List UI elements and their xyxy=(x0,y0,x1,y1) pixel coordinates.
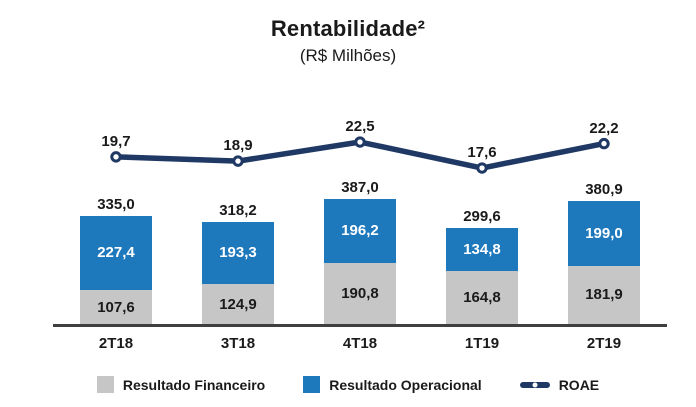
financeiro-value-label: 107,6 xyxy=(97,298,135,316)
roae-point-2T19[interactable] xyxy=(598,137,610,150)
bar-operacional-3T18[interactable]: 193,3 xyxy=(202,221,274,285)
roae-line-icon xyxy=(519,381,550,388)
total-label-3T18: 318,2 xyxy=(219,201,257,219)
operacional-value-label: 134,8 xyxy=(463,240,501,258)
x-label-2T18: 2T18 xyxy=(98,335,134,352)
total-label-1T19: 299,6 xyxy=(463,207,501,225)
legend-item-roae: ROAE xyxy=(519,376,600,393)
chart-subtitle: (R$ Milhões) xyxy=(299,46,397,65)
financeiro-value-label: 124,9 xyxy=(219,295,257,313)
financeiro-value-label: 190,8 xyxy=(341,284,379,302)
bar-financeiro-3T18[interactable]: 124,9 xyxy=(202,284,274,325)
legend-item-resultado-financeiro: Resultado Financeiro xyxy=(96,376,266,393)
x-label-3T18: 3T18 xyxy=(220,335,256,352)
legend-item-resultado-operacional: Resultado Operacional xyxy=(303,376,482,393)
bar-operacional-2T19[interactable]: 199,0 xyxy=(568,201,640,266)
roae-point-2T18[interactable] xyxy=(110,151,122,163)
x-axis-line xyxy=(53,324,667,327)
bar-financeiro-2T18[interactable]: 107,6 xyxy=(80,290,152,325)
operacional-value-label: 199,0 xyxy=(585,224,623,242)
operacional-value-label: 227,4 xyxy=(97,244,135,262)
roae-value-label-2T18: 19,7 xyxy=(101,132,131,150)
bar-operacional-2T18[interactable]: 227,4 xyxy=(80,216,152,291)
financeiro-value-label: 181,9 xyxy=(585,286,623,304)
x-label-2T19: 2T19 xyxy=(586,335,622,352)
roae-value-label-1T19: 17,6 xyxy=(467,144,497,161)
bar-operacional-1T19[interactable]: 134,8 xyxy=(446,227,518,272)
legend-label-financeiro: Resultado Financeiro xyxy=(122,376,266,393)
bar-financeiro-4T18[interactable]: 190,8 xyxy=(324,262,396,325)
chart-title: Rentabilidade² xyxy=(270,16,426,41)
total-label-2T19: 380,9 xyxy=(585,181,623,199)
x-label-4T18: 4T18 xyxy=(342,335,378,352)
roae-value-label-3T18: 18,9 xyxy=(223,137,253,155)
bar-financeiro-2T19[interactable]: 181,9 xyxy=(568,265,640,325)
legend-label-operacional: Resultado Operacional xyxy=(329,376,482,393)
roae-value-label-4T18: 22,5 xyxy=(345,118,375,135)
roae-marker-icon xyxy=(532,382,538,387)
bar-operacional-4T18[interactable]: 196,2 xyxy=(324,199,396,263)
total-label-4T18: 387,0 xyxy=(341,179,379,197)
operacional-value-label: 193,3 xyxy=(219,243,257,261)
roae-point-4T18[interactable] xyxy=(354,136,366,148)
operacional-value-label: 196,2 xyxy=(341,222,379,240)
roae-point-3T18[interactable] xyxy=(232,155,244,167)
bar-financeiro-1T19[interactable]: 164,8 xyxy=(446,271,518,325)
x-label-1T19: 1T19 xyxy=(464,335,500,352)
total-label-2T18: 335,0 xyxy=(97,196,135,214)
roae-value-label-2T19: 22,2 xyxy=(589,119,619,137)
financeiro-swatch-icon xyxy=(96,376,114,393)
operacional-swatch-icon xyxy=(303,376,321,393)
financeiro-value-label: 164,8 xyxy=(463,289,501,307)
roae-point-1T19[interactable] xyxy=(476,162,488,174)
legend-label-roae: ROAE xyxy=(558,376,600,393)
legend: Resultado Financeiro Resultado Operacion… xyxy=(0,376,696,393)
